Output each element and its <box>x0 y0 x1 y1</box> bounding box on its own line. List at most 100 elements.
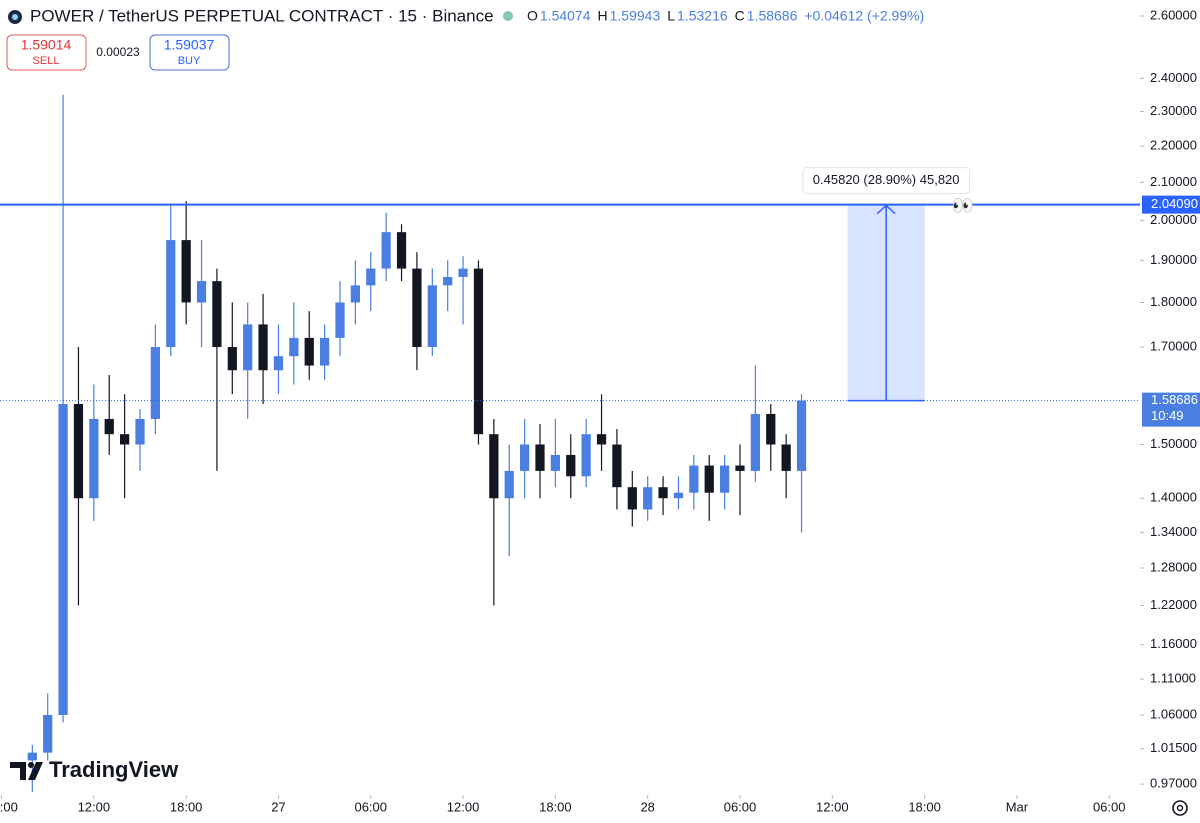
last-price-label: 1.58686 <box>1151 392 1198 407</box>
candle-body <box>135 418 145 445</box>
y-tick-label: 1.11000 <box>1150 670 1196 685</box>
candle-body <box>581 434 591 477</box>
legend-key: O <box>527 8 538 24</box>
candle-body <box>320 337 330 366</box>
candle-body <box>427 285 437 347</box>
logo-shape <box>10 762 26 780</box>
candle-body <box>489 434 499 499</box>
candle-body <box>766 413 776 445</box>
candle-body <box>781 444 791 471</box>
x-tick-label: Mar <box>1006 799 1029 814</box>
candle-body <box>443 276 453 286</box>
candle-body <box>596 434 607 445</box>
candle-body <box>27 752 37 761</box>
candle-body <box>412 268 422 347</box>
candle-body <box>73 404 84 499</box>
logo-dot <box>28 762 34 768</box>
candle-body <box>535 444 545 471</box>
candle-body <box>381 232 391 269</box>
legend-value: 1.53216 <box>677 8 728 24</box>
legend-key: L <box>667 8 675 24</box>
candle-body <box>458 268 468 277</box>
candle-body <box>504 470 514 499</box>
x-tick-label: 06:00 <box>724 799 757 814</box>
x-tick-label: 06:00 <box>0 799 18 814</box>
candle-body <box>196 281 207 303</box>
measure-arrowhead <box>876 204 896 215</box>
candle-body <box>181 240 191 303</box>
settings-icon[interactable] <box>1172 800 1188 816</box>
spread: 0.00023 <box>96 45 140 59</box>
candle-body <box>273 356 284 371</box>
candle-body <box>520 444 530 471</box>
measure-label: 0.45820 (28.90%) 45,820 <box>813 172 960 187</box>
candle-body <box>243 324 253 371</box>
candle-body <box>643 487 653 510</box>
y-tick-label: 1.50000 <box>1150 436 1197 451</box>
y-tick-label: 2.60000 <box>1150 7 1197 22</box>
candle-body <box>473 268 484 435</box>
brand-name: TradingView <box>49 757 179 782</box>
hline-price-label: 2.04090 <box>1151 196 1198 211</box>
last-price-tag <box>1142 392 1200 427</box>
candle-body <box>89 418 99 499</box>
sell-label: SELL <box>33 55 60 67</box>
y-tick-label: 1.90000 <box>1150 252 1197 267</box>
symbol-icon-inner <box>12 14 18 20</box>
candle-body <box>150 346 160 419</box>
x-tick-label: 12:00 <box>78 799 111 814</box>
sell-button[interactable] <box>6 34 87 71</box>
y-tick-label: 1.40000 <box>1150 490 1197 505</box>
x-tick-label: 06:00 <box>1093 799 1126 814</box>
gear-center[interactable] <box>1176 804 1184 812</box>
candle-body <box>366 268 376 286</box>
candle-body <box>796 400 807 471</box>
buy-price: 1.59037 <box>164 37 215 53</box>
y-tick-label: 1.28000 <box>1150 559 1197 574</box>
candle-body <box>227 346 237 371</box>
y-tick-label: 2.10000 <box>1150 174 1197 189</box>
candle-body <box>627 487 637 510</box>
candle-body <box>212 281 222 347</box>
candle-body <box>289 337 299 357</box>
gear[interactable] <box>1172 800 1188 816</box>
measure-label-box <box>802 167 971 195</box>
x-tick-label: 12:00 <box>447 799 480 814</box>
candle-body <box>704 465 714 493</box>
ohlc-legend: O 1.54074 H 1.59943 L 1.53216 C 1.58686 +0.04612… <box>527 8 924 24</box>
candle-body <box>43 714 53 753</box>
y-tick-label: 1.80000 <box>1150 294 1197 309</box>
candle-body <box>304 337 314 366</box>
buy-label: BUY <box>178 55 201 67</box>
x-tick-label: 18:00 <box>539 799 572 814</box>
candle-body <box>689 465 699 493</box>
status-dot <box>503 11 513 21</box>
legend-value: 1.59943 <box>610 8 661 24</box>
legend-key: H <box>598 8 608 24</box>
candle-body <box>104 418 114 435</box>
y-tick-label: 1.34000 <box>1150 524 1197 539</box>
candle-body <box>658 487 668 499</box>
candle-body <box>612 444 622 488</box>
x-tick-label: 18:00 <box>170 799 203 814</box>
logo-shape <box>28 762 43 780</box>
x-tick-label: 06:00 <box>354 799 387 814</box>
y-tick-label: 1.16000 <box>1150 636 1197 651</box>
chart-title: POWER / TetherUS PERPETUAL CONTRACT · 15… <box>30 6 494 25</box>
emoji-marker: 👀 <box>952 195 974 215</box>
buy-button[interactable] <box>149 34 230 71</box>
y-tick-label: 2.00000 <box>1150 212 1197 227</box>
candle-body <box>396 232 407 269</box>
y-tick-label: 0.97000 <box>1150 776 1197 791</box>
plot-area <box>0 15 1144 799</box>
candle-body <box>166 240 176 347</box>
x-tick-label: 18:00 <box>908 799 941 814</box>
brand-logo <box>10 762 43 780</box>
candle-body <box>720 465 730 493</box>
candle-body <box>258 324 268 371</box>
candle-body <box>750 413 760 471</box>
sell-price: 1.59014 <box>21 37 72 53</box>
x-tick-label: 27 <box>271 799 285 814</box>
